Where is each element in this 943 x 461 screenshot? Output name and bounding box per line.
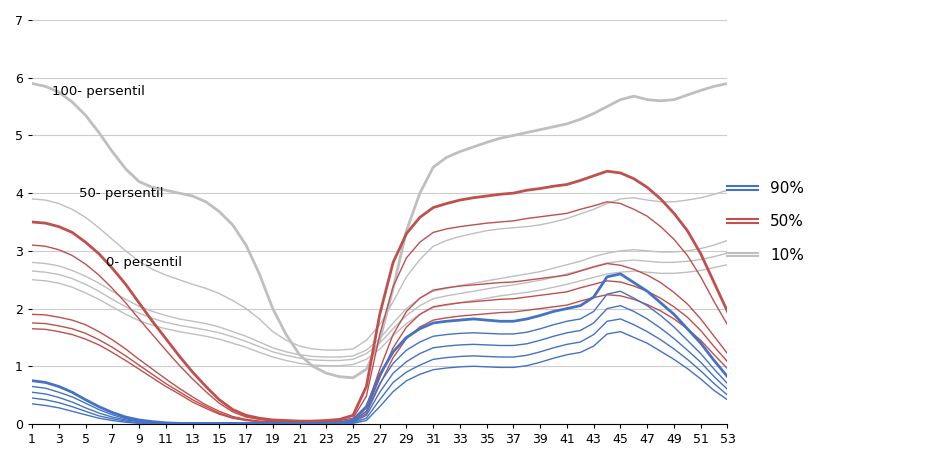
- Legend: 90%, 50%, 10%: 90%, 50%, 10%: [721, 175, 810, 269]
- Text: 100- persentil: 100- persentil: [52, 85, 145, 98]
- Text: 0- persentil: 0- persentil: [106, 256, 182, 269]
- Text: 50- persentil: 50- persentil: [79, 187, 163, 200]
